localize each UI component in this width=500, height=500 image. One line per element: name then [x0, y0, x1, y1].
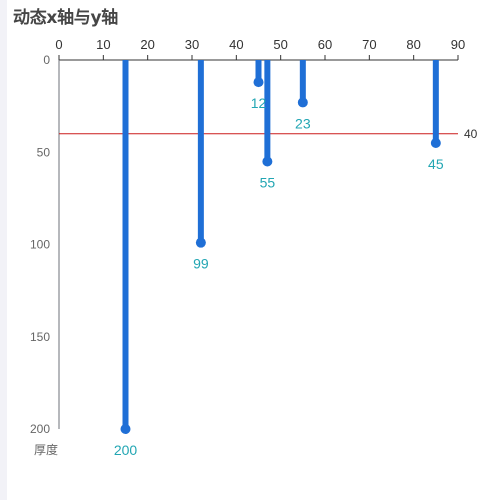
y-tick-label: 100 [30, 238, 50, 252]
y-tick-label: 150 [30, 330, 50, 344]
bar-end-dot [297, 97, 308, 108]
data-label: 23 [295, 115, 311, 131]
x-tick-label: 10 [96, 37, 110, 52]
bar-end-dot [262, 156, 273, 167]
y-tick-label: 50 [37, 145, 51, 159]
x-tick-label: 70 [362, 37, 376, 52]
data-label: 55 [260, 174, 276, 190]
x-tick-label: 20 [140, 37, 154, 52]
chart-title: 动态x轴与y轴 [13, 8, 118, 28]
x-tick-label: 80 [406, 37, 420, 52]
x-tick-label: 40 [229, 37, 243, 52]
x-tick-label: 30 [185, 37, 199, 52]
x-tick-label: 90 [451, 37, 465, 52]
x-tick-label: 60 [318, 37, 332, 52]
data-label: 200 [114, 442, 138, 458]
data-label: 45 [428, 156, 444, 172]
data-label: 99 [193, 256, 209, 272]
mark-line-label: 40 [464, 127, 478, 141]
x-tick-label: 0 [55, 37, 62, 52]
bar-end-dot [195, 237, 206, 248]
y-tick-label: 0 [43, 53, 50, 67]
data-label: 12 [251, 95, 267, 111]
left-edge-strip [0, 0, 7, 500]
bar-end-dot [120, 424, 131, 434]
bar-end-dot [430, 138, 441, 149]
bar-end-dot [253, 77, 264, 88]
x-tick-label: 50 [273, 37, 287, 52]
y-axis-name: 厚度 [34, 442, 58, 457]
y-tick-label: 200 [30, 422, 50, 436]
